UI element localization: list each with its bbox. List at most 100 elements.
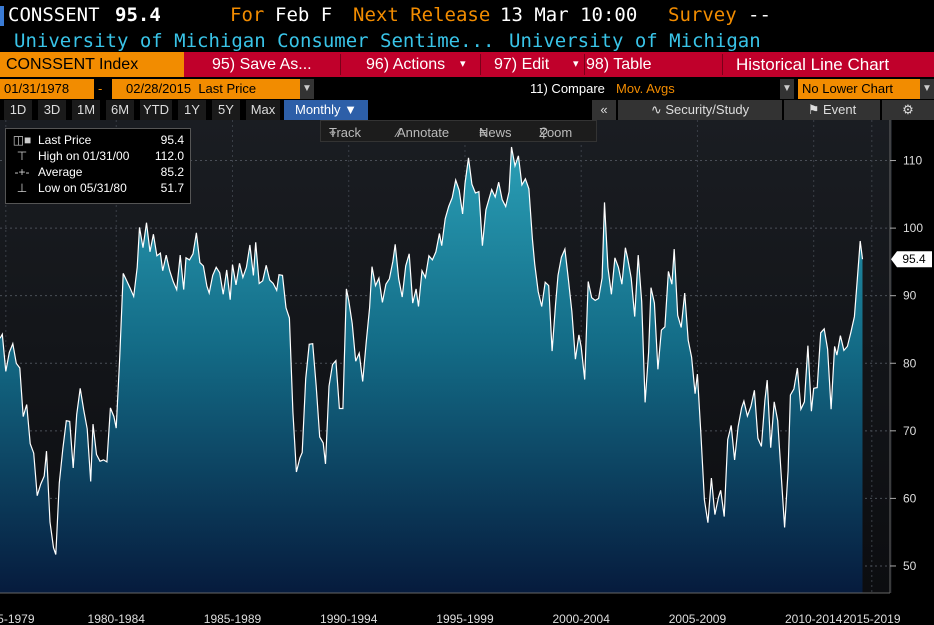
legend-low: ⊥ Low on 05/31/80 51.7 — [6, 180, 190, 196]
actions-menu[interactable]: 96) Actions — [366, 56, 446, 73]
chart-type-title: Historical Line Chart — [736, 55, 890, 74]
y-tick-label: 60 — [903, 491, 917, 505]
average-marker-icon: -+- — [14, 165, 30, 179]
price-chart[interactable]: 50 60 70 80 90 100 110 1975-1979 1980-1984 1985-… — [0, 120, 934, 625]
end-date-mode: Last Price — [198, 81, 257, 96]
x-tick-label: 1995-1999 — [436, 612, 494, 625]
legend-low-value: 51.7 — [160, 181, 184, 195]
last-value: 95.4 — [115, 4, 161, 26]
low-marker-icon: ⊥ — [16, 181, 28, 195]
menu-divider — [480, 54, 481, 75]
annotate-label: Annotate — [397, 125, 450, 140]
legend-average-label: Average — [38, 165, 83, 179]
legend-last-price-label: Last Price — [38, 133, 92, 147]
chart-icon: ∿ — [650, 102, 662, 117]
menu-divider — [722, 54, 723, 75]
high-marker-icon: ⊤ — [16, 149, 28, 163]
legend-high: ⊤ High on 01/31/00 112.0 — [6, 148, 190, 164]
x-tick-label: 1990-1994 — [320, 612, 378, 625]
date-range-row: 01/31/1978 - 02/28/2015 Last Price ▼ 11)… — [0, 79, 934, 99]
y-tick-label: 50 — [903, 559, 917, 573]
y-axis: 50 60 70 80 90 100 110 — [889, 120, 923, 593]
area-fill — [0, 147, 863, 593]
legend-high-label: High on 01/31/00 — [38, 149, 130, 163]
legend-average-value: 85.2 — [160, 165, 184, 179]
last-price-tag-label: 95.4 — [902, 252, 926, 266]
x-tick-label: 2000-2004 — [553, 612, 611, 625]
legend-average: -+- Average 85.2 — [6, 164, 190, 180]
edit-chevron-icon: ▾ — [573, 58, 579, 70]
legend-last-price[interactable]: ◫■ Last Price 95.4 — [6, 132, 190, 148]
security-field[interactable]: CONSSENT Index — [6, 56, 139, 73]
period-5y[interactable]: 5Y — [212, 100, 240, 120]
compare-label: 11) Compare — [530, 81, 605, 96]
zoom-label: Zoom — [539, 125, 573, 140]
actions-chevron-icon: ▾ — [460, 58, 466, 70]
next-release-label: Next Release — [353, 4, 491, 26]
track-label: Track — [329, 125, 362, 140]
x-tick-label: 1985-1989 — [204, 612, 262, 625]
header-row: CONSSENT 95.4 For Feb F Next Release 13 … — [0, 0, 934, 30]
legend-low-label: Low on 05/31/80 — [38, 181, 127, 195]
settings-icon[interactable]: ⚙ — [882, 100, 934, 120]
start-date-field[interactable]: 01/31/1978 — [0, 79, 94, 99]
for-label: For — [230, 4, 265, 26]
menu-bar: CONSSENT Index 95) Save As... 96) Action… — [0, 52, 934, 77]
period-1m[interactable]: 1M — [72, 100, 100, 120]
period-1y[interactable]: 1Y — [178, 100, 206, 120]
chart-toolbar: ⌖ Track ∕ Annotate ≡ News ⚲ Zoom — [320, 120, 597, 142]
y-tick-label: 90 — [903, 289, 917, 303]
x-axis: 1975-1979 1980-1984 1985-1989 1990-1994 1995… — [0, 592, 901, 625]
period-6m[interactable]: 6M — [106, 100, 134, 120]
data-source: University of Michigan — [509, 30, 761, 52]
period-max[interactable]: Max — [246, 100, 280, 120]
period-1d[interactable]: 1D — [4, 100, 32, 120]
legend-high-value: 112.0 — [154, 149, 184, 163]
survey-value: -- — [748, 4, 771, 26]
end-mode-dropdown-icon[interactable]: ▼ — [300, 79, 314, 99]
end-date-field[interactable]: 02/28/2015 Last Price — [112, 79, 300, 99]
security-description: University of Michigan Consumer Sentime.… — [14, 30, 495, 52]
period-ytd[interactable]: YTD — [140, 100, 172, 120]
menu-divider — [340, 54, 341, 75]
collapse-icon[interactable]: « — [592, 100, 616, 120]
last-price-tag — [891, 251, 932, 268]
menu-divider — [584, 54, 585, 75]
lower-chart-field[interactable]: No Lower Chart — [798, 79, 920, 99]
y-tick-label: 100 — [903, 221, 923, 235]
security-study-label: Security/Study — [665, 102, 750, 117]
frequency-dropdown[interactable]: Monthly ▼ — [284, 100, 368, 120]
magnifier-icon: ⚲ — [539, 125, 549, 140]
period-row: 1D 3D 1M 6M YTD 1Y 5Y Max Monthly ▼ « ∿ … — [0, 100, 934, 120]
flag-icon: ⚑ — [807, 102, 820, 117]
header-marker — [0, 6, 4, 26]
price-line — [0, 146, 864, 555]
lower-chart-dropdown-icon[interactable]: ▼ — [920, 79, 934, 99]
pencil-icon: ∕ — [397, 125, 400, 140]
period-3d[interactable]: 3D — [38, 100, 66, 120]
description-row: University of Michigan Consumer Sentime.… — [0, 30, 934, 52]
news-label: News — [479, 125, 512, 140]
x-tick-label: 2015-2019 — [843, 612, 901, 625]
ticker: CONSSENT — [8, 4, 100, 26]
crosshair-icon: ⌖ — [329, 125, 337, 140]
y-tick-label: 80 — [903, 356, 917, 370]
x-tick-label: 2010-2014 — [785, 612, 843, 625]
security-box[interactable]: CONSSENT Index — [0, 52, 184, 77]
save-as-button[interactable]: 95) Save As... — [212, 56, 312, 73]
table-button[interactable]: 98) Table — [586, 56, 652, 73]
chart-legend: ◫■ Last Price 95.4 ⊤ High on 01/31/00 11… — [5, 128, 191, 204]
last-price-marker: 95.4 — [891, 251, 932, 268]
legend-square-icon: ◫■ — [12, 133, 32, 147]
date-dash: - — [98, 81, 103, 96]
survey-label: Survey — [668, 4, 737, 26]
event-button[interactable]: ⚑ Event — [784, 100, 880, 120]
for-value: Feb F — [275, 4, 333, 26]
edit-menu[interactable]: 97) Edit — [494, 56, 550, 73]
security-study-button[interactable]: ∿ Security/Study — [618, 100, 782, 120]
compare-value[interactable]: Mov. Avgs — [612, 79, 782, 99]
next-release-value: 13 Mar 10:00 — [500, 4, 638, 26]
end-date-value: 02/28/2015 — [126, 81, 192, 96]
x-tick-label: 2005-2009 — [669, 612, 727, 625]
compare-dropdown-icon[interactable]: ▼ — [780, 79, 794, 99]
